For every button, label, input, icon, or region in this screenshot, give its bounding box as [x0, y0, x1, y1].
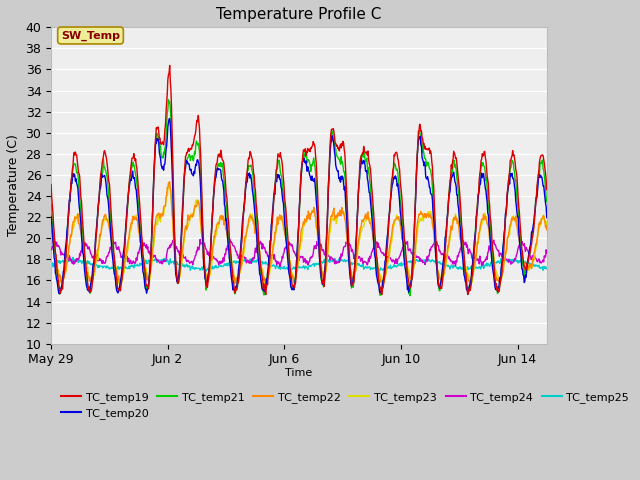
TC_temp21 — [406, 293, 413, 299]
TC_temp21 — [543, 199, 550, 204]
TC_temp23 — [104, 216, 111, 222]
TC_temp20 — [148, 238, 156, 244]
TC_temp19 — [104, 166, 111, 172]
TC_temp21 — [428, 171, 435, 177]
Line: TC_temp21: TC_temp21 — [51, 100, 547, 296]
TC_temp24 — [114, 246, 122, 252]
TC_temp25 — [305, 264, 313, 269]
TC_temp24 — [148, 251, 156, 257]
TC_temp24 — [428, 244, 435, 250]
TC_temp22 — [543, 227, 550, 233]
Line: TC_temp25: TC_temp25 — [51, 257, 547, 271]
TC_temp22 — [148, 255, 156, 261]
Y-axis label: Temperature (C): Temperature (C) — [7, 134, 20, 237]
TC_temp19 — [543, 187, 550, 192]
TC_temp23 — [114, 280, 122, 286]
TC_temp21 — [47, 202, 55, 207]
TC_temp23 — [47, 228, 55, 233]
TC_temp22 — [114, 277, 122, 283]
TC_temp25 — [543, 265, 550, 271]
TC_temp22 — [166, 179, 173, 184]
TC_temp25 — [148, 256, 156, 262]
TC_temp23 — [165, 180, 173, 186]
TC_temp20 — [427, 191, 435, 196]
TC_temp25 — [428, 258, 435, 264]
TC_temp25 — [47, 262, 55, 267]
TC_temp20 — [465, 291, 472, 297]
TC_temp22 — [347, 268, 355, 274]
TC_temp24 — [276, 264, 284, 269]
TC_temp25 — [104, 265, 112, 271]
TC_temp20 — [114, 290, 122, 296]
TC_temp21 — [148, 244, 156, 250]
TC_temp22 — [305, 215, 313, 220]
TC_temp24 — [47, 247, 55, 252]
TC_temp21 — [164, 97, 172, 103]
TC_temp24 — [305, 259, 313, 264]
TC_temp24 — [196, 237, 204, 242]
Legend: TC_temp19, TC_temp20, TC_temp21, TC_temp22, TC_temp23, TC_temp24, TC_temp25: TC_temp19, TC_temp20, TC_temp21, TC_temp… — [57, 387, 634, 423]
X-axis label: Time: Time — [285, 368, 312, 378]
TC_temp25 — [115, 266, 122, 272]
TC_temp20 — [305, 167, 312, 172]
TC_temp23 — [305, 211, 313, 216]
Title: Temperature Profile C: Temperature Profile C — [216, 7, 381, 22]
TC_temp23 — [347, 270, 355, 276]
TC_temp19 — [305, 147, 312, 153]
TC_temp25 — [202, 268, 210, 274]
TC_temp20 — [104, 195, 111, 201]
TC_temp22 — [104, 219, 111, 225]
TC_temp19 — [166, 62, 173, 68]
TC_temp25 — [347, 260, 355, 266]
TC_temp21 — [346, 276, 354, 282]
Line: TC_temp19: TC_temp19 — [51, 65, 547, 295]
TC_temp22 — [116, 283, 124, 289]
TC_temp19 — [378, 292, 386, 298]
TC_temp25 — [69, 254, 77, 260]
Line: TC_temp20: TC_temp20 — [51, 119, 547, 294]
TC_temp21 — [114, 286, 122, 292]
Line: TC_temp23: TC_temp23 — [51, 183, 547, 284]
TC_temp23 — [428, 211, 435, 216]
TC_temp24 — [543, 250, 550, 256]
TC_temp21 — [305, 157, 312, 163]
TC_temp19 — [47, 181, 55, 187]
TC_temp20 — [166, 116, 173, 121]
TC_temp20 — [346, 275, 354, 280]
TC_temp22 — [428, 216, 435, 221]
TC_temp24 — [347, 245, 355, 251]
TC_temp20 — [47, 214, 55, 219]
TC_temp24 — [104, 253, 111, 259]
TC_temp22 — [47, 228, 55, 233]
TC_temp19 — [148, 240, 156, 245]
TC_temp21 — [104, 180, 111, 186]
Line: TC_temp22: TC_temp22 — [51, 181, 547, 286]
TC_temp19 — [346, 266, 354, 272]
TC_temp19 — [114, 287, 122, 292]
TC_temp23 — [260, 281, 268, 287]
TC_temp19 — [428, 151, 435, 157]
TC_temp23 — [543, 226, 550, 232]
Text: SW_Temp: SW_Temp — [61, 30, 120, 41]
Line: TC_temp24: TC_temp24 — [51, 240, 547, 266]
TC_temp20 — [543, 215, 550, 221]
TC_temp23 — [148, 263, 156, 268]
